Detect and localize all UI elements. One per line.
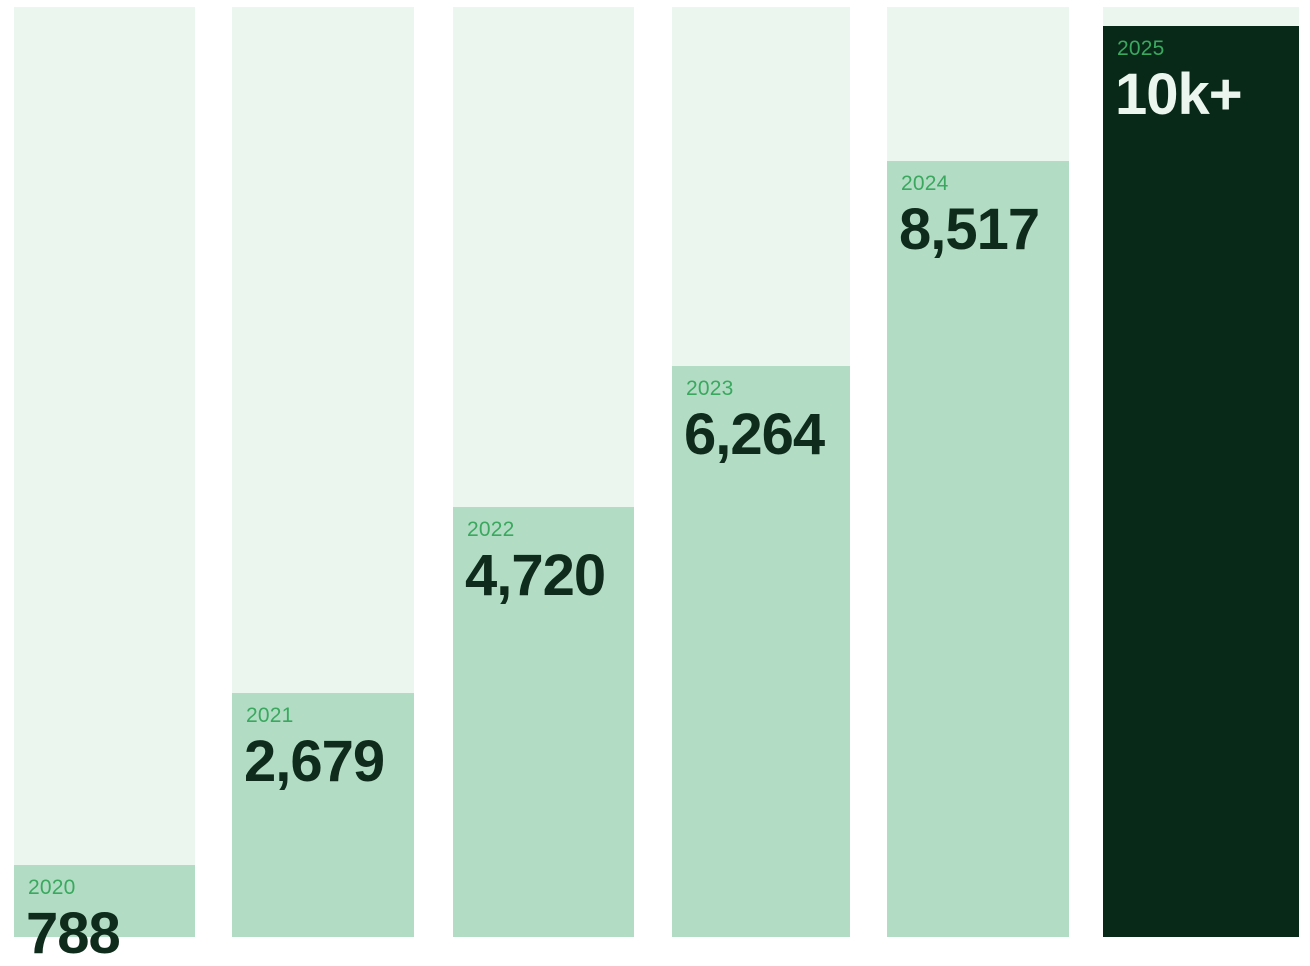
bar-column-2023: 2023 6,264 bbox=[672, 7, 850, 937]
bar-value-label: 4,720 bbox=[465, 543, 606, 608]
bar-year-label: 2023 bbox=[686, 377, 734, 400]
bar-column-2020: 2020 788 bbox=[14, 7, 195, 963]
bar-value-label: 8,517 bbox=[899, 197, 1040, 262]
bar-2021: 2021 2,679 bbox=[232, 693, 414, 937]
bar-value-label: 788 bbox=[26, 901, 121, 966]
bar-track bbox=[14, 7, 195, 937]
bar-year-label: 2022 bbox=[467, 518, 515, 541]
bar-column-2022: 2022 4,720 bbox=[453, 7, 634, 937]
bar-2020: 2020 788 bbox=[14, 865, 195, 963]
bar-value-label: 10k+ bbox=[1115, 62, 1243, 127]
bar-2024: 2024 8,517 bbox=[887, 161, 1069, 937]
bar-year-label: 2024 bbox=[901, 172, 949, 195]
bar-value-label: 6,264 bbox=[684, 402, 825, 467]
bar-2025: 2025 10k+ bbox=[1103, 26, 1299, 937]
bar-chart: 2020 788 2021 2,679 2022 4,720 2023 6,264 2024 8,… bbox=[14, 7, 1299, 963]
bar-column-2024: 2024 8,517 bbox=[887, 7, 1069, 937]
bar-year-label: 2025 bbox=[1117, 37, 1165, 60]
bar-column-2025: 2025 10k+ bbox=[1103, 7, 1299, 937]
bar-2023: 2023 6,264 bbox=[672, 366, 850, 937]
bar-column-2021: 2021 2,679 bbox=[232, 7, 414, 937]
bar-year-label: 2021 bbox=[246, 704, 294, 727]
bar-value-label: 2,679 bbox=[244, 729, 385, 794]
bar-2022: 2022 4,720 bbox=[453, 507, 634, 937]
bar-year-label: 2020 bbox=[28, 876, 76, 899]
